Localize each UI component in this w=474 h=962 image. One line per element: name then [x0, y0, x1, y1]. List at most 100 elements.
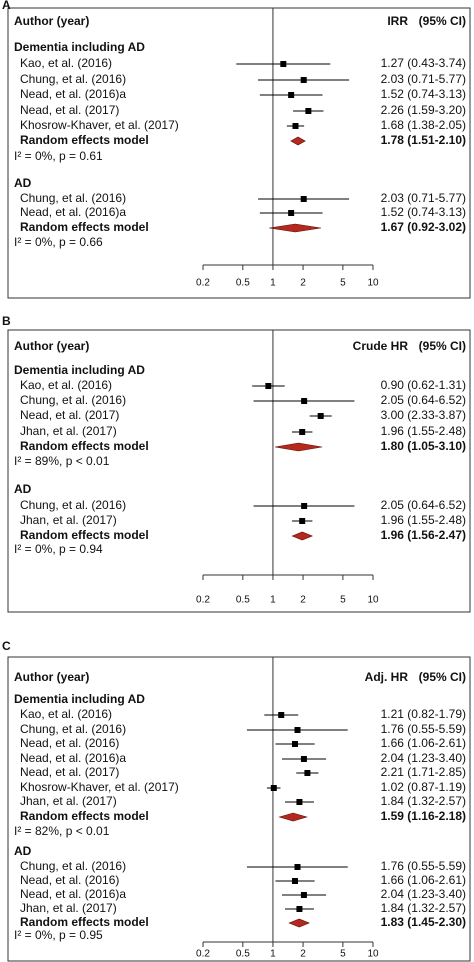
value-label: 1.96 (1.55-2.48): [381, 424, 466, 438]
estimate-square: [270, 785, 277, 791]
x-tick-label: 5: [340, 595, 346, 606]
x-tick-label: 1: [270, 595, 276, 606]
estimate-square: [292, 123, 299, 129]
panel-label: C: [2, 639, 11, 653]
study-name: Nead, et al. (2016): [20, 873, 119, 887]
estimate-square: [294, 864, 301, 870]
heterogeneity: I² = 0%, p = 0.61: [14, 149, 103, 163]
x-tick-label: 1: [270, 949, 276, 960]
estimate-square: [296, 799, 303, 805]
estimate-square: [278, 712, 285, 718]
x-tick-label: 2: [300, 949, 306, 960]
x-tick-label: 2: [300, 595, 306, 606]
summary-name: Random effects model: [20, 439, 149, 453]
study-name: Nead, et al. (2016)a: [20, 205, 126, 219]
study-name: Chung, et al. (2016): [20, 191, 126, 205]
x-tick-label: 0.5: [236, 595, 250, 606]
estimate-square: [304, 770, 311, 776]
summary-label: 1.83 (1.45-2.30): [381, 915, 466, 929]
group-title: AD: [14, 844, 32, 858]
panel-label: B: [2, 314, 11, 328]
estimate-square: [265, 383, 272, 389]
value-label: 2.03 (0.71-5.77): [381, 191, 466, 205]
panel-frame: [7, 329, 471, 613]
summary-label: 1.80 (1.05-3.10): [381, 439, 466, 453]
value-label: 1.76 (0.55-5.59): [381, 722, 466, 736]
study-name: Nead, et al. (2017): [20, 408, 119, 422]
panel-label: A: [2, 0, 11, 12]
value-label: 2.26 (1.59-3.20): [381, 103, 466, 117]
x-tick-label: 10: [367, 595, 379, 606]
ci-label: (95% CI): [419, 670, 466, 684]
study-name: Nead, et al. (2016)a: [20, 887, 126, 901]
summary-diamond: [291, 531, 314, 541]
x-tick-label: 10: [367, 949, 379, 960]
value-label: 1.66 (1.06-2.61): [381, 873, 466, 887]
study-name: Nead, et al. (2017): [20, 765, 119, 779]
summary-name: Random effects model: [20, 915, 149, 929]
estimate-square: [300, 892, 307, 898]
x-tick-label: 0.5: [236, 278, 250, 289]
summary-label: 1.78 (1.51-2.10): [381, 133, 466, 147]
value-label: 2.04 (1.23-3.40): [381, 887, 466, 901]
ci-label: (95% CI): [419, 339, 466, 353]
study-name: Jhan, et al. (2017): [20, 794, 117, 808]
value-label: 2.21 (1.71-2.85): [381, 765, 466, 779]
estimate-square: [288, 92, 295, 98]
header-label: Author (year): [14, 670, 89, 684]
summary-label: 1.67 (0.92-3.02): [381, 220, 466, 234]
estimate-square: [300, 756, 307, 762]
study-name: Jhan, et al. (2017): [20, 513, 117, 527]
summary-label: 1.59 (1.16-2.18): [381, 809, 466, 823]
estimate-square: [280, 61, 287, 67]
study-name: Khosrow-Khaver, et al. (2017): [20, 780, 179, 794]
value-label: 3.00 (2.33-3.87): [381, 408, 466, 422]
summary-label: 1.96 (1.56-2.47): [381, 528, 466, 542]
study-name: Nead, et al. (2017): [20, 103, 119, 117]
summary-diamond: [290, 136, 306, 146]
value-label: 1.66 (1.06-2.61): [381, 736, 466, 750]
x-tick-label: 5: [340, 949, 346, 960]
value-label: 1.02 (0.87-1.19): [381, 780, 466, 794]
study-name: Kao, et al. (2016): [20, 707, 112, 721]
estimate-square: [299, 518, 306, 524]
panel-frame: [7, 7, 471, 299]
group-title: Dementia including AD: [14, 40, 145, 54]
x-tick-label: 0.2: [196, 949, 210, 960]
x-tick-label: 0.2: [196, 595, 210, 606]
value-label: 1.76 (0.55-5.59): [381, 859, 466, 873]
group-title: AD: [14, 482, 32, 496]
study-name: Jhan, et al. (2017): [20, 901, 117, 915]
heterogeneity: I² = 82%, p < 0.01: [14, 824, 110, 838]
ci-label: (95% CI): [419, 14, 466, 28]
study-name: Nead, et al. (2016)a: [20, 87, 126, 101]
study-name: Khosrow-Khaver, et al. (2017): [20, 118, 179, 132]
study-name: Kao, et al. (2016): [20, 378, 112, 392]
value-label: 1.27 (0.43-3.74): [381, 56, 466, 70]
value-label: 1.68 (1.38-2.05): [381, 118, 466, 132]
heterogeneity: I² = 89%, p < 0.01: [14, 454, 110, 468]
value-label: 1.84 (1.32-2.57): [381, 901, 466, 915]
x-tick-label: 0.2: [196, 278, 210, 289]
estimate-square: [291, 741, 298, 747]
panel-frame: [7, 656, 471, 962]
estimate-square: [300, 77, 307, 83]
header-label: Author (year): [14, 14, 89, 28]
x-tick-label: 0.5: [236, 949, 250, 960]
estimate-square: [301, 398, 308, 404]
header-label: Author (year): [14, 339, 89, 353]
study-name: Jhan, et al. (2017): [20, 424, 117, 438]
value-label: 1.52 (0.74-3.13): [381, 205, 466, 219]
value-label: 2.04 (1.23-3.40): [381, 751, 466, 765]
heterogeneity: I² = 0%, p = 0.66: [14, 235, 103, 249]
value-label: 2.03 (0.71-5.77): [381, 72, 466, 86]
effect-label: Adj. HR: [365, 670, 409, 684]
study-name: Chung, et al. (2016): [20, 72, 126, 86]
effect-label: Crude HR: [353, 339, 409, 353]
group-title: Dementia including AD: [14, 363, 145, 377]
estimate-square: [300, 196, 307, 202]
study-name: Chung, et al. (2016): [20, 859, 126, 873]
summary-diamond: [278, 812, 308, 822]
